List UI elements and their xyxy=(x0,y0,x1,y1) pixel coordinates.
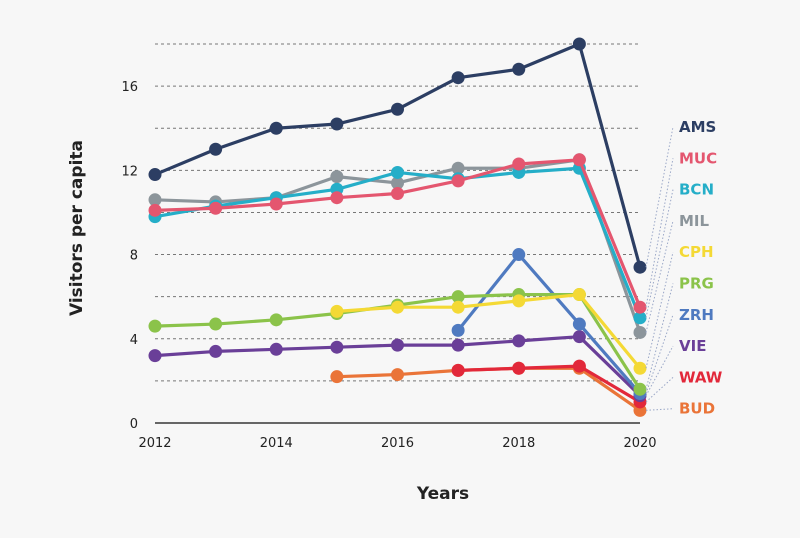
connector-mil xyxy=(645,220,674,333)
series-label-zrh: ZRH xyxy=(679,306,714,324)
connector-ams xyxy=(645,126,674,268)
data-point-ams xyxy=(572,37,586,51)
data-point-muc xyxy=(572,153,586,167)
series-lines xyxy=(148,37,647,417)
data-point-mil xyxy=(148,193,162,207)
series-line-waw xyxy=(458,364,641,404)
data-point-zrh xyxy=(512,248,526,262)
data-point-vie xyxy=(269,342,283,356)
connector-vie xyxy=(645,345,674,396)
series-label-waw: WAW xyxy=(679,368,723,386)
x-tick-label: 2012 xyxy=(138,436,171,451)
series-label-muc: MUC xyxy=(679,149,717,167)
y-axis-title: Visitors per capita xyxy=(67,140,87,316)
data-point-zrh xyxy=(451,323,465,337)
y-tick-label: 4 xyxy=(130,333,138,348)
data-point-mil xyxy=(330,170,344,184)
x-tick-label: 2016 xyxy=(381,436,414,451)
data-point-ams xyxy=(330,117,344,131)
series-line-zrh xyxy=(456,252,642,395)
connector-waw xyxy=(645,377,674,403)
data-point-cph xyxy=(391,300,404,314)
data-point-muc xyxy=(209,201,223,215)
data-point-cph xyxy=(572,288,586,302)
data-point-vie xyxy=(512,334,526,348)
data-point-bcn xyxy=(391,165,404,179)
data-point-ams xyxy=(269,121,283,135)
data-point-muc xyxy=(330,191,344,205)
data-point-waw xyxy=(572,359,586,373)
data-point-bud xyxy=(391,368,404,382)
data-point-vie xyxy=(451,338,465,352)
data-point-prg xyxy=(451,290,465,304)
y-tick-label: 8 xyxy=(130,249,138,264)
data-point-waw xyxy=(451,363,465,377)
connector-zrh xyxy=(645,314,674,394)
data-point-muc xyxy=(391,186,404,200)
data-point-vie xyxy=(391,338,404,352)
connector-cph xyxy=(645,252,674,369)
data-point-prg xyxy=(209,317,223,331)
series-label-mil: MIL xyxy=(679,212,710,230)
series-line-ams xyxy=(154,42,642,268)
x-axis-title: Years xyxy=(416,484,469,504)
data-point-mil xyxy=(391,176,404,190)
label-connectors xyxy=(645,126,674,411)
connector-bcn xyxy=(645,189,674,318)
y-tick-label: 0 xyxy=(130,417,138,432)
data-point-ams xyxy=(512,62,526,76)
data-point-ams xyxy=(148,168,162,182)
x-tick-label: 2014 xyxy=(260,436,293,451)
connector-prg xyxy=(645,283,674,390)
connector-muc xyxy=(645,158,674,308)
data-point-mil xyxy=(451,161,465,175)
data-point-vie xyxy=(209,344,223,358)
series-label-ams: AMS xyxy=(679,118,716,136)
series-label-vie: VIE xyxy=(679,337,706,355)
series-label-bud: BUD xyxy=(679,400,715,418)
data-point-vie xyxy=(330,340,344,354)
data-point-zrh xyxy=(572,317,586,331)
gridlines xyxy=(155,43,640,382)
axis-ticks: 0 4 8 12 16 2012 2014 2016 2018 2020 xyxy=(121,80,656,451)
data-point-ams xyxy=(633,260,647,274)
data-point-muc xyxy=(148,203,162,217)
data-point-prg xyxy=(633,382,647,396)
data-point-waw xyxy=(512,361,526,375)
data-point-cph xyxy=(512,294,526,308)
data-point-cph xyxy=(451,300,465,314)
data-point-ams xyxy=(391,102,404,116)
data-point-ams xyxy=(209,142,223,156)
series-labels: AMS MUC BCN MIL CPH PRG ZRH VIE WAW BUD xyxy=(679,118,723,418)
data-point-muc xyxy=(269,197,283,211)
y-tick-label: 12 xyxy=(121,164,138,179)
data-point-bud xyxy=(330,370,344,384)
data-point-prg xyxy=(269,313,283,327)
data-point-muc xyxy=(451,174,465,188)
data-point-cph xyxy=(633,361,647,375)
x-tick-label: 2020 xyxy=(623,436,656,451)
data-point-bcn xyxy=(633,311,647,325)
series-label-prg: PRG xyxy=(679,275,714,293)
data-point-prg xyxy=(148,319,162,333)
data-point-mil xyxy=(633,325,647,339)
y-tick-label: 16 xyxy=(121,80,138,95)
data-point-vie xyxy=(148,349,162,363)
series-label-bcn: BCN xyxy=(679,181,714,199)
data-point-muc xyxy=(512,157,526,171)
data-point-vie xyxy=(572,330,586,344)
data-point-cph xyxy=(330,304,344,318)
connector-bud xyxy=(645,408,674,411)
series-label-cph: CPH xyxy=(679,243,714,261)
data-point-ams xyxy=(451,71,465,85)
x-tick-label: 2018 xyxy=(502,436,535,451)
series-line-cph xyxy=(336,292,642,370)
data-point-muc xyxy=(633,300,647,314)
